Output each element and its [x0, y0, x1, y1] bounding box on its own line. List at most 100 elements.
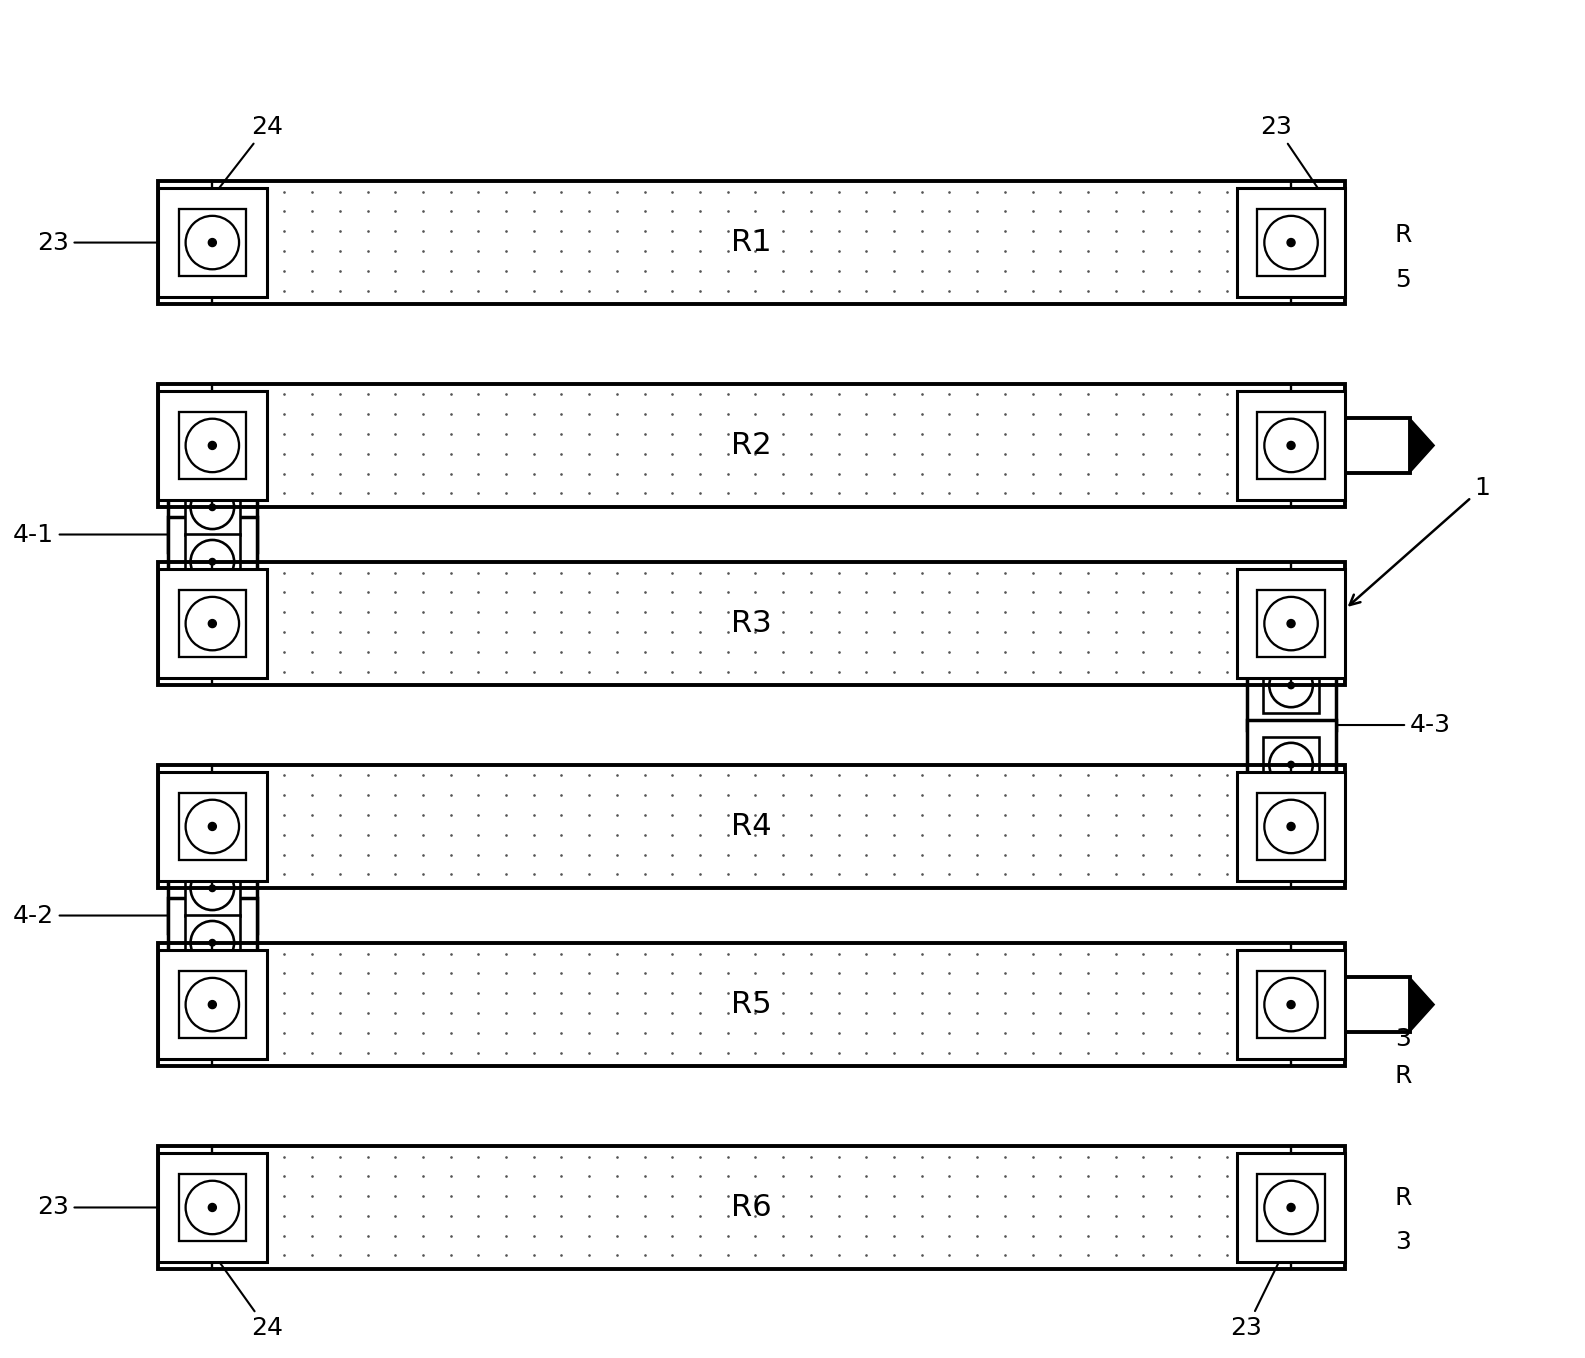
Bar: [179, 209, 246, 276]
Bar: [185, 479, 239, 535]
Circle shape: [1265, 1180, 1317, 1234]
Bar: [179, 589, 246, 657]
Bar: [1257, 209, 1325, 276]
Bar: [158, 765, 1346, 888]
Bar: [176, 508, 249, 562]
Circle shape: [185, 800, 239, 853]
Bar: [158, 765, 1346, 888]
Circle shape: [1265, 800, 1317, 853]
Circle shape: [190, 540, 235, 584]
Bar: [1346, 978, 1409, 1032]
Text: 5: 5: [1395, 268, 1411, 292]
Circle shape: [190, 921, 235, 964]
Bar: [158, 942, 1346, 1066]
Text: R4: R4: [731, 812, 772, 841]
Text: 24: 24: [198, 114, 282, 216]
Text: R6: R6: [731, 1192, 772, 1222]
Bar: [158, 562, 1346, 686]
Text: R: R: [1395, 223, 1412, 247]
Bar: [179, 793, 246, 860]
Bar: [1257, 589, 1325, 657]
Circle shape: [1287, 762, 1295, 767]
Text: 3: 3: [1395, 1027, 1411, 1051]
Text: 23: 23: [36, 1195, 160, 1219]
Bar: [168, 898, 257, 987]
Bar: [212, 562, 1292, 686]
Text: R1: R1: [731, 228, 772, 257]
Bar: [1346, 418, 1409, 473]
Text: R2: R2: [731, 430, 772, 460]
Circle shape: [1270, 664, 1312, 708]
Bar: [1236, 951, 1346, 1059]
Circle shape: [190, 486, 235, 530]
Bar: [1246, 720, 1336, 809]
Bar: [179, 971, 246, 1039]
Circle shape: [208, 1001, 216, 1009]
Bar: [1263, 737, 1319, 792]
Bar: [179, 411, 246, 479]
Text: 4-1: 4-1: [13, 523, 168, 546]
Bar: [179, 1173, 246, 1241]
Bar: [158, 189, 266, 297]
Circle shape: [1287, 823, 1295, 831]
Circle shape: [208, 239, 216, 247]
Text: 1: 1: [1350, 475, 1490, 606]
Bar: [1236, 1153, 1346, 1262]
Circle shape: [209, 885, 216, 892]
Bar: [158, 1153, 266, 1262]
Text: R5: R5: [731, 990, 772, 1018]
Bar: [212, 181, 1292, 304]
Circle shape: [1265, 418, 1317, 473]
Bar: [1257, 411, 1325, 479]
Bar: [212, 765, 1292, 888]
Text: R: R: [1395, 1186, 1412, 1210]
Bar: [168, 463, 257, 551]
Circle shape: [1265, 216, 1317, 269]
Circle shape: [185, 1180, 239, 1234]
Bar: [1236, 189, 1346, 297]
Bar: [176, 888, 249, 942]
Bar: [158, 942, 1346, 1066]
Circle shape: [185, 598, 239, 650]
Bar: [185, 915, 239, 971]
Polygon shape: [1409, 978, 1434, 1032]
Bar: [158, 1146, 1346, 1270]
Circle shape: [208, 441, 216, 449]
Bar: [1257, 793, 1325, 860]
Circle shape: [1270, 743, 1312, 786]
Bar: [158, 569, 266, 678]
Bar: [158, 383, 1346, 508]
Bar: [158, 951, 266, 1059]
Bar: [1236, 773, 1346, 881]
Circle shape: [1287, 619, 1295, 627]
Circle shape: [185, 418, 239, 473]
Bar: [158, 773, 266, 881]
Text: 23: 23: [1260, 114, 1333, 210]
Circle shape: [209, 558, 216, 565]
Circle shape: [1287, 682, 1295, 689]
Circle shape: [209, 504, 216, 511]
Circle shape: [208, 823, 216, 831]
Text: 23: 23: [1230, 1240, 1290, 1340]
Bar: [1257, 1173, 1325, 1241]
Circle shape: [208, 1203, 216, 1211]
Text: R3: R3: [731, 610, 772, 638]
Bar: [1236, 569, 1346, 678]
Bar: [212, 942, 1292, 1066]
Bar: [168, 517, 257, 606]
Bar: [1263, 657, 1319, 713]
Circle shape: [185, 978, 239, 1031]
Polygon shape: [1409, 418, 1434, 473]
Circle shape: [1287, 239, 1295, 247]
Circle shape: [185, 216, 239, 269]
Bar: [158, 391, 266, 500]
Circle shape: [1287, 441, 1295, 449]
Bar: [158, 383, 1346, 508]
Circle shape: [190, 866, 235, 910]
Bar: [212, 383, 1292, 508]
Bar: [185, 861, 239, 915]
Text: R: R: [1395, 1063, 1412, 1088]
Text: 3: 3: [1395, 1230, 1411, 1253]
Bar: [158, 1146, 1346, 1270]
Text: 24: 24: [198, 1232, 282, 1340]
